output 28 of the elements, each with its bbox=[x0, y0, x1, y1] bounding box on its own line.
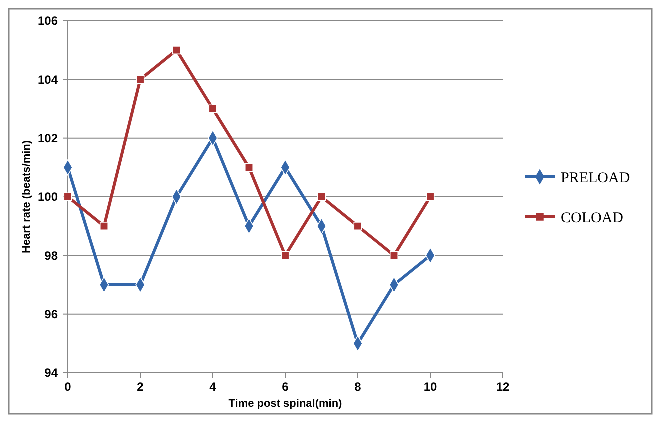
point bbox=[354, 222, 362, 231]
x-axis-title: Time post spinal(min) bbox=[228, 398, 343, 410]
point bbox=[244, 163, 254, 172]
y-tick-label: 100 bbox=[38, 190, 58, 204]
x-tick-label: 6 bbox=[282, 380, 290, 394]
point bbox=[136, 75, 145, 84]
y-tick-label: 96 bbox=[44, 308, 58, 322]
x-tick-label: 8 bbox=[354, 380, 362, 394]
point bbox=[426, 192, 435, 202]
legend-label: PRELOAD bbox=[561, 170, 630, 186]
x-tick-label: 2 bbox=[137, 380, 144, 394]
point bbox=[208, 104, 218, 114]
point bbox=[317, 192, 326, 202]
x-tick-label: 4 bbox=[210, 380, 217, 394]
y-tick-label: 102 bbox=[38, 132, 58, 146]
y-tick-label: 104 bbox=[38, 72, 58, 87]
point bbox=[100, 222, 109, 231]
point bbox=[281, 251, 290, 260]
x-tick-label: 12 bbox=[496, 380, 510, 394]
x-tick-label: 0 bbox=[64, 380, 72, 394]
y-axis-title: Heart rate (beats/min) bbox=[21, 140, 33, 254]
legend-label: COLOAD bbox=[561, 210, 624, 226]
point bbox=[172, 46, 182, 55]
x-tick-label: 10 bbox=[424, 380, 438, 394]
point bbox=[390, 251, 399, 260]
y-tick-label: 98 bbox=[44, 248, 58, 263]
y-tick-label: 106 bbox=[38, 14, 58, 28]
y-tick-label: 94 bbox=[44, 366, 58, 380]
